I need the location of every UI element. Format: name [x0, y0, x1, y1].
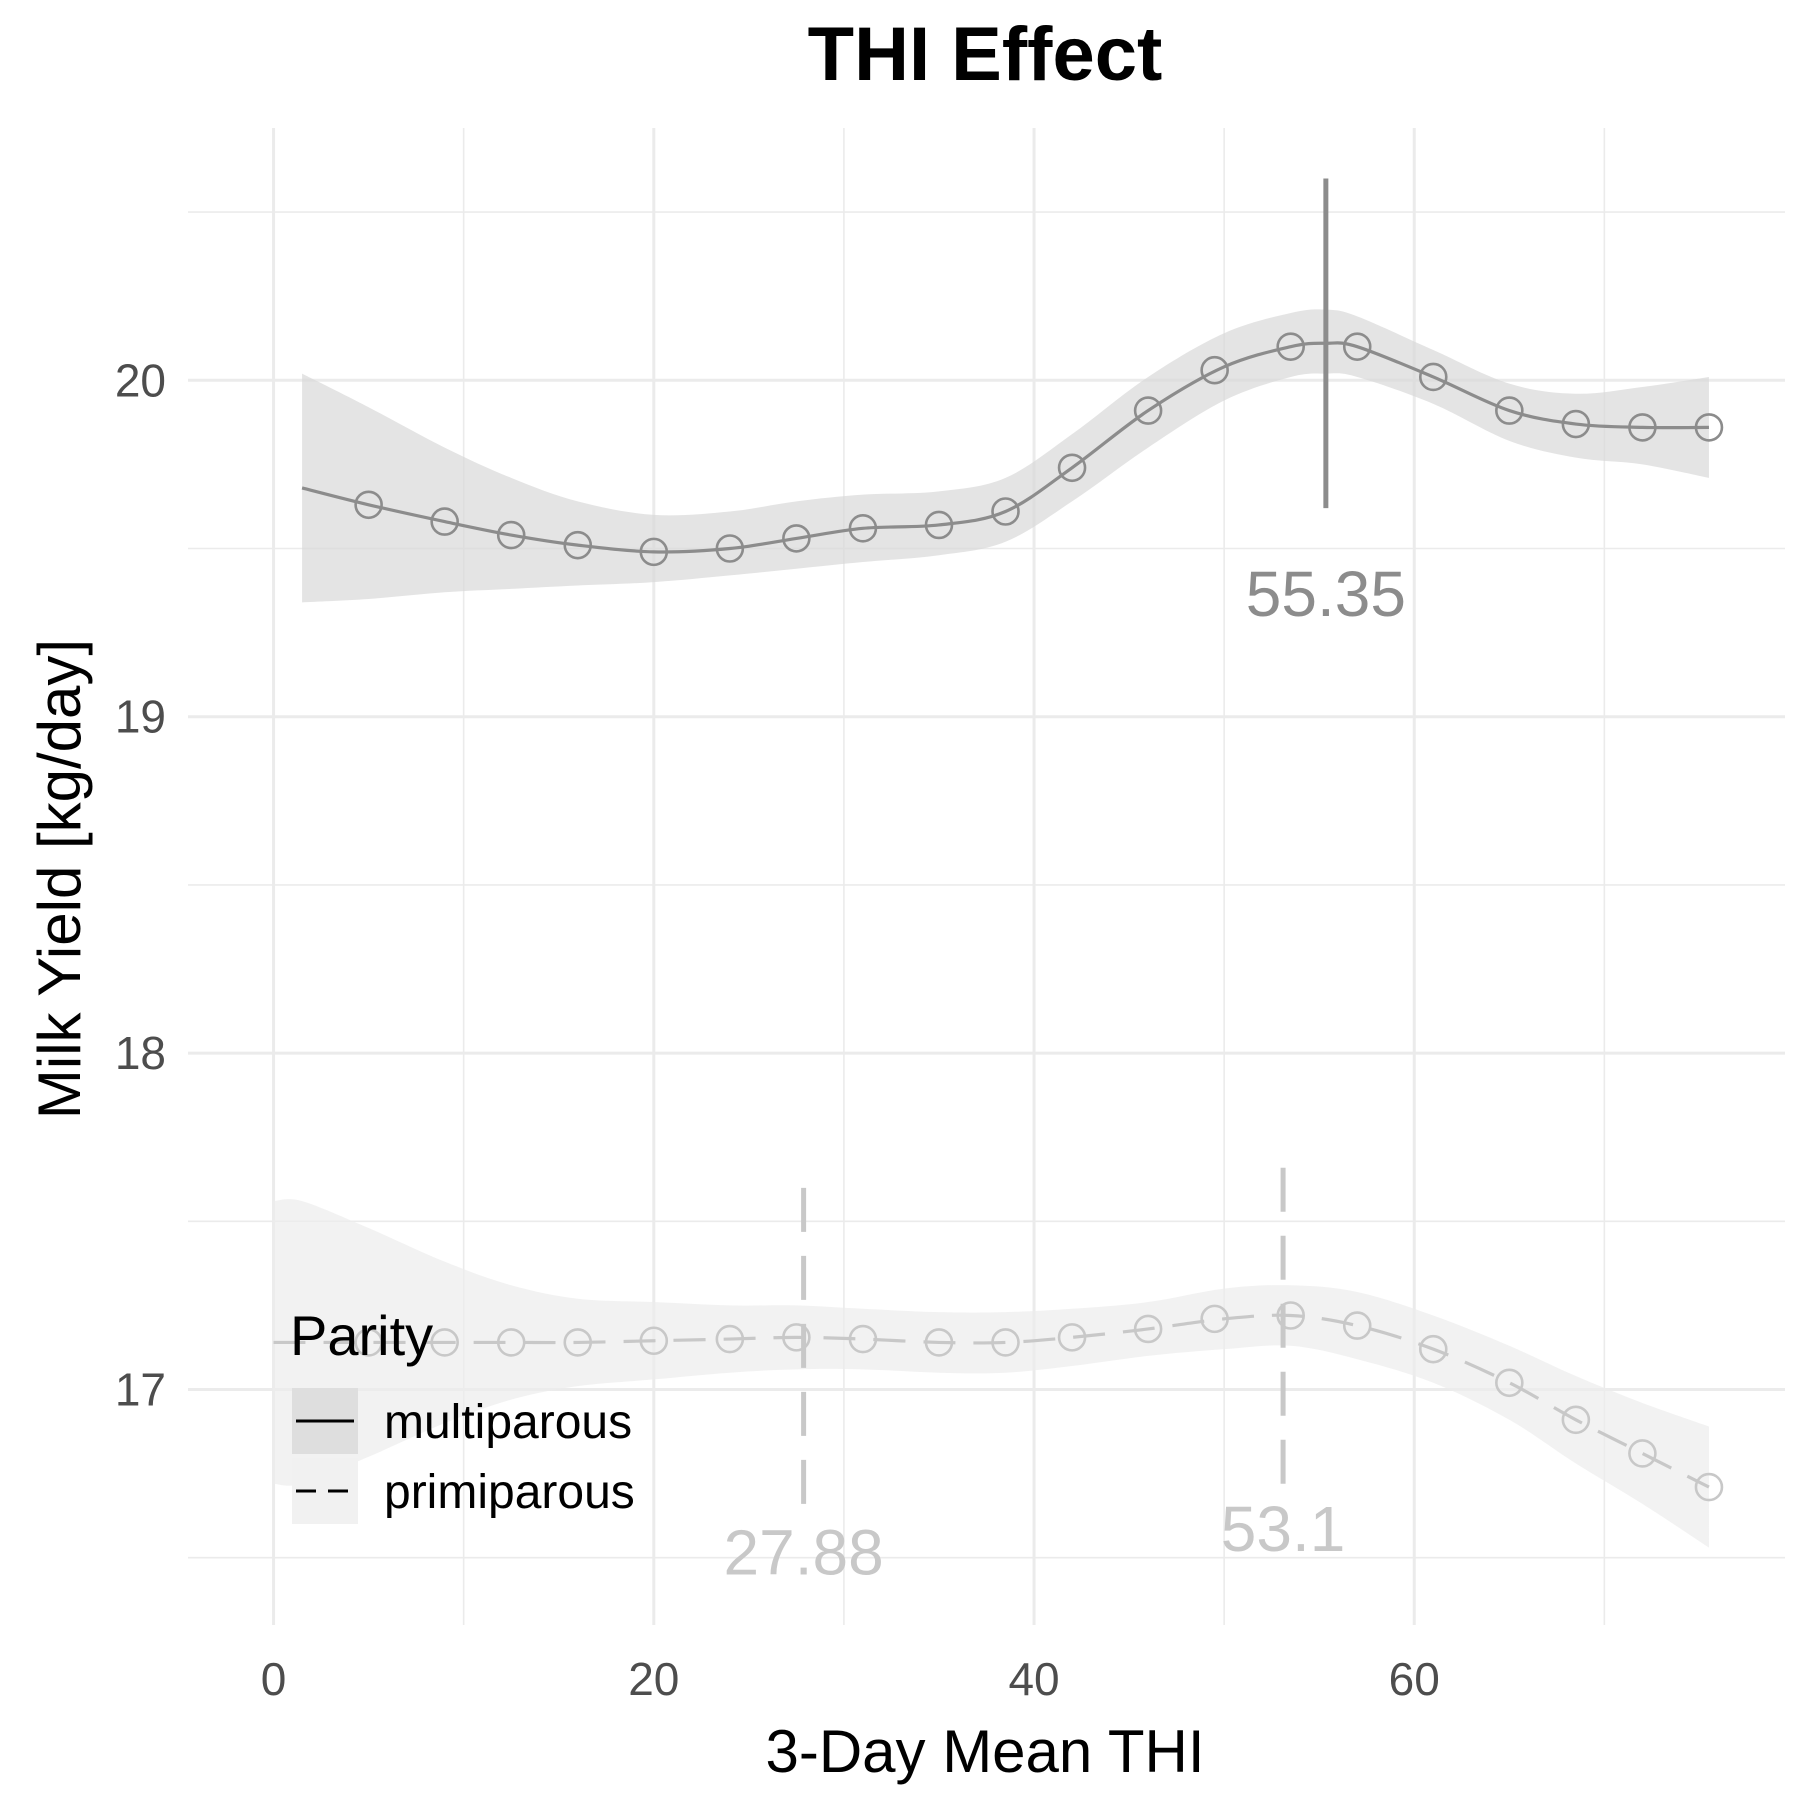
series-line-primiparous: [273, 1313, 1710, 1489]
chart-title: THI Effect: [808, 12, 1163, 97]
data-point-multiparous: [1057, 453, 1087, 483]
series-line-multiparous: [301, 341, 1709, 554]
data-point-multiparous: [563, 530, 593, 560]
data-point-multiparous: [991, 497, 1020, 526]
data-point-primiparous: [1057, 1323, 1087, 1352]
data-point-multiparous: [496, 520, 526, 550]
data-point-primiparous: [848, 1324, 878, 1354]
data-point-primiparous: [563, 1328, 593, 1357]
data-point-multiparous: [1133, 396, 1163, 425]
data-point-multiparous: [1418, 362, 1448, 392]
data-point-multiparous: [1342, 332, 1372, 361]
ribbon-multiparous: [302, 309, 1709, 603]
legend: Parity multiparous primiparous: [290, 1304, 635, 1524]
y-tick-label: 19: [115, 691, 166, 743]
data-point-primiparous: [924, 1328, 954, 1357]
data-point-primiparous: [1133, 1314, 1163, 1344]
x-tick-label: 20: [628, 1653, 679, 1705]
data-point-multiparous: [924, 510, 954, 540]
tick-labels: 0 20 40 60 17 18 19 20: [115, 354, 1440, 1705]
data-point-multiparous: [1276, 332, 1305, 361]
ribbon-primiparous: [273, 1199, 1709, 1548]
data-point-multiparous: [848, 514, 878, 543]
y-tick-label: 18: [115, 1027, 166, 1079]
data-point-multiparous: [1495, 396, 1524, 425]
data-point-primiparous: [1342, 1311, 1372, 1340]
data-point-primiparous: [430, 1328, 459, 1357]
data-point-multiparous: [639, 537, 669, 567]
data-point-primiparous: [715, 1324, 745, 1354]
data-point-multiparous: [782, 524, 811, 553]
data-point-primiparous: [991, 1328, 1020, 1357]
data-point-multiparous: [715, 534, 745, 563]
data-point-multiparous: [1628, 413, 1657, 442]
threshold-label-multiparous: 55.35: [1246, 558, 1406, 630]
data-point-multiparous: [430, 507, 459, 536]
legend-label-multiparous: multiparous: [384, 1396, 632, 1449]
data-point-primiparous: [1495, 1368, 1524, 1398]
legend-label-primiparous: primiparous: [384, 1466, 635, 1519]
threshold-label-primiparous: 27.88: [724, 1517, 884, 1589]
data-point-multiparous: [1694, 413, 1724, 442]
series-points: [354, 332, 1724, 1502]
x-tick-label: 40: [1008, 1653, 1059, 1705]
data-point-primiparous: [1694, 1472, 1724, 1502]
series-lines: [273, 341, 1710, 1489]
y-tick-label: 20: [115, 354, 166, 406]
threshold-labels: 55.35 27.88 53.1: [724, 558, 1406, 1589]
data-point-primiparous: [354, 1328, 383, 1357]
confidence-ribbons: [273, 309, 1709, 1548]
y-tick-label: 17: [115, 1364, 166, 1416]
data-point-primiparous: [782, 1323, 811, 1352]
y-axis-title: Milk Yield [kg/day]: [26, 639, 93, 1119]
data-point-primiparous: [1628, 1439, 1657, 1468]
data-point-primiparous: [1561, 1405, 1591, 1435]
data-point-primiparous: [1276, 1301, 1305, 1330]
data-point-multiparous: [1200, 355, 1229, 385]
data-point-multiparous: [1561, 409, 1591, 439]
legend-title: Parity: [290, 1304, 433, 1367]
x-axis-title: 3-Day Mean THI: [765, 1718, 1204, 1785]
data-point-primiparous: [639, 1326, 669, 1356]
data-point-multiparous: [354, 490, 383, 520]
data-point-primiparous: [496, 1328, 526, 1357]
data-point-primiparous: [1200, 1304, 1229, 1334]
x-tick-label: 60: [1389, 1653, 1440, 1705]
x-tick-label: 0: [261, 1653, 287, 1705]
data-point-primiparous: [1418, 1334, 1448, 1364]
threshold-label-primiparous: 53.1: [1221, 1493, 1346, 1565]
